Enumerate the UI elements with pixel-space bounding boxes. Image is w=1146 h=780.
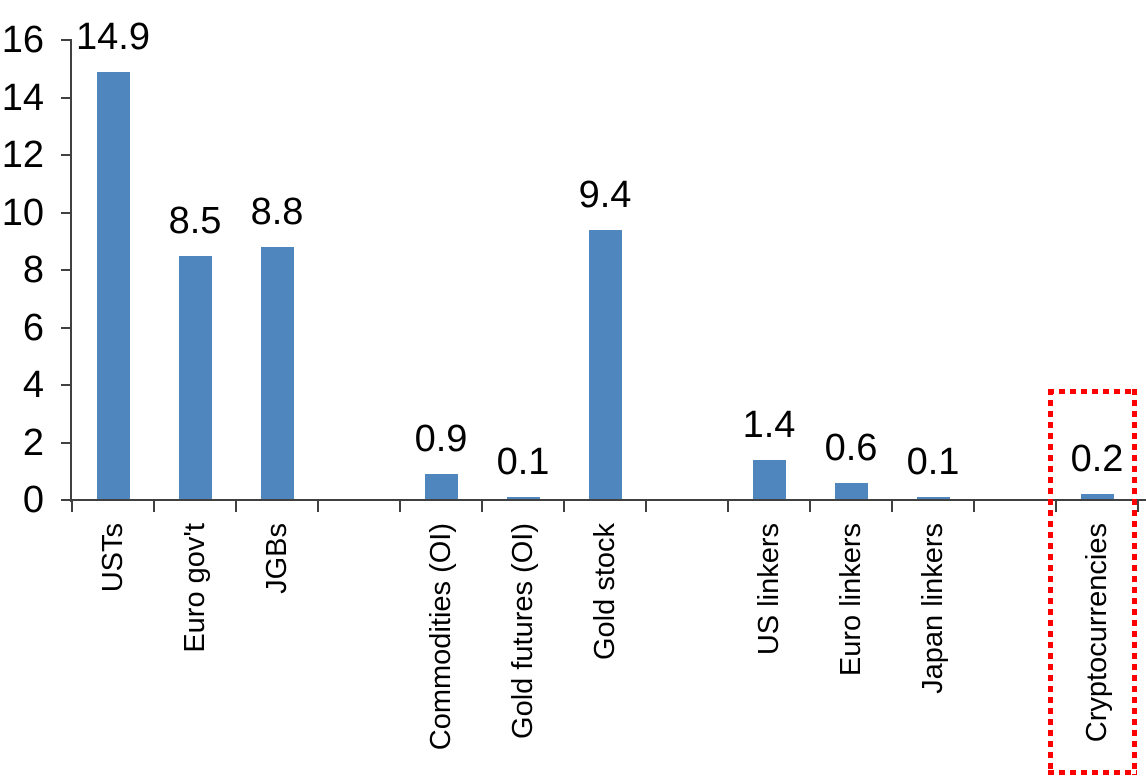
x-category-label: Commodities (OI)	[425, 523, 457, 751]
y-tick-label: 2	[22, 421, 44, 464]
x-category-label: Gold stock	[589, 523, 621, 660]
bar-value-label: 9.4	[578, 173, 632, 216]
x-category-label: Euro linkers	[835, 523, 867, 677]
x-category-label: JGBs	[261, 523, 293, 594]
bar	[178, 255, 212, 500]
bar	[424, 474, 458, 500]
y-tick-label: 14	[1, 76, 44, 119]
bar-value-label: 0.1	[906, 441, 960, 484]
x-tick	[563, 500, 565, 512]
bar	[588, 229, 622, 500]
x-category-label: Gold futures (OI)	[507, 523, 539, 739]
bar-value-label: 0.2	[1070, 438, 1124, 481]
y-tick	[61, 441, 72, 444]
x-category-label: USTs	[97, 523, 129, 593]
y-tick	[61, 96, 72, 99]
x-tick	[153, 500, 155, 512]
y-tick-label: 16	[1, 19, 44, 61]
y-tick	[61, 269, 72, 271]
x-tick	[481, 500, 483, 512]
x-category-label: Japan linkers	[917, 523, 949, 694]
bar	[506, 497, 540, 500]
highlight-box-edge	[1048, 389, 1137, 394]
bar	[260, 247, 294, 500]
x-tick	[645, 500, 647, 512]
x-tick	[1137, 500, 1139, 512]
bar-value-label: 14.9	[76, 15, 150, 58]
y-tick	[61, 154, 72, 156]
bar	[1080, 494, 1114, 500]
bar-value-label: 0.9	[414, 418, 468, 461]
x-tick	[1055, 500, 1057, 512]
highlight-box-edge	[1132, 389, 1137, 775]
bar	[916, 497, 950, 500]
highlight-box-edge	[1048, 389, 1053, 775]
bar-value-label: 0.6	[824, 426, 878, 469]
y-tick	[61, 384, 72, 386]
highlight-box	[1048, 389, 1137, 775]
bar-value-label: 8.8	[250, 191, 304, 233]
bar-value-label: 1.4	[742, 403, 796, 446]
x-tick	[891, 500, 893, 512]
bar	[752, 459, 786, 500]
x-axis-line	[61, 499, 1146, 501]
y-tick-label: 8	[22, 249, 44, 291]
x-tick	[809, 500, 811, 512]
x-tick	[973, 500, 975, 512]
bar-value-label: 8.5	[168, 199, 222, 242]
y-tick	[61, 211, 72, 214]
x-category-label: US linkers	[753, 523, 785, 656]
x-tick	[399, 500, 401, 512]
x-tick	[317, 500, 319, 512]
y-tick-label: 6	[22, 306, 44, 349]
y-tick	[61, 499, 72, 501]
highlight-box-edge	[1048, 770, 1137, 775]
x-tick	[71, 500, 73, 512]
y-tick	[61, 326, 72, 329]
bar	[96, 71, 130, 500]
y-tick-label: 0	[22, 479, 44, 521]
x-tick	[727, 500, 729, 512]
y-tick-label: 10	[1, 191, 44, 234]
y-tick	[61, 39, 72, 41]
y-tick-label: 4	[22, 364, 44, 406]
x-tick	[235, 500, 237, 512]
bar	[834, 482, 868, 500]
bar-value-label: 0.1	[496, 441, 550, 484]
x-category-label: Euro gov't	[179, 523, 211, 653]
y-tick-label: 12	[1, 134, 44, 176]
